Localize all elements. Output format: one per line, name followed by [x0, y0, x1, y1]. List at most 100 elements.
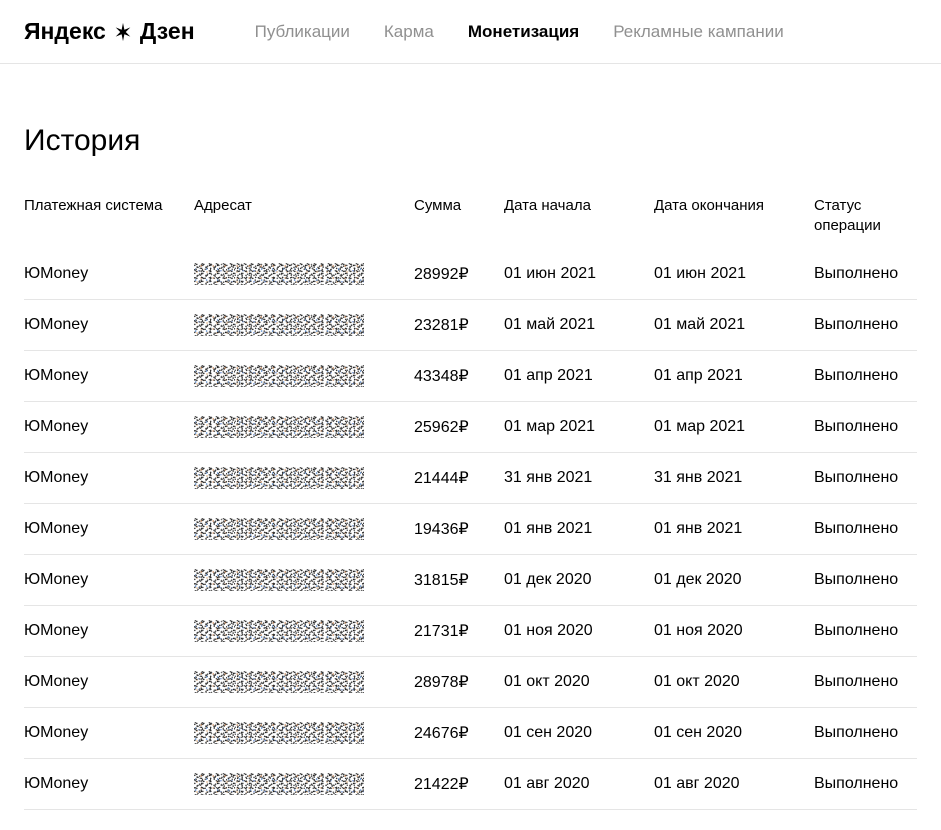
cell-start-date: 31 янв 2021 — [504, 453, 654, 504]
cell-end-date: 01 ноя 2020 — [654, 606, 814, 657]
logo-suffix: Дзен — [140, 18, 195, 45]
nav-item-monetization[interactable]: Монетизация — [468, 22, 579, 42]
cell-payment-system: ЮMoney — [24, 402, 194, 453]
cell-end-date: 01 дек 2020 — [654, 555, 814, 606]
cell-recipient — [194, 555, 414, 606]
cell-amount: 25962₽ — [414, 402, 504, 453]
redacted-recipient — [194, 569, 364, 591]
cell-amount: 24676₽ — [414, 708, 504, 759]
nav-item-karma[interactable]: Карма — [384, 22, 434, 42]
content: История Платежная система Адресат Сумма … — [0, 64, 941, 830]
cell-status: Выполнено — [814, 708, 917, 759]
table-row: ЮMoney28978₽01 окт 202001 окт 2020Выполн… — [24, 657, 917, 708]
cell-start-date: 01 ноя 2020 — [504, 606, 654, 657]
cell-amount: 21422₽ — [414, 759, 504, 810]
cell-recipient — [194, 453, 414, 504]
cell-recipient — [194, 759, 414, 810]
redacted-recipient — [194, 467, 364, 489]
cell-status: Выполнено — [814, 402, 917, 453]
cell-start-date: 01 июн 2021 — [504, 249, 654, 300]
cell-status: Выполнено — [814, 759, 917, 810]
page-title: История — [24, 124, 917, 158]
nav-item-publications[interactable]: Публикации — [255, 22, 350, 42]
cell-payment-system: ЮMoney — [24, 606, 194, 657]
cell-payment-system: ЮMoney — [24, 504, 194, 555]
table-row: ЮMoney21731₽01 ноя 202001 ноя 2020Выполн… — [24, 606, 917, 657]
table-row: ЮMoney31815₽01 дек 202001 дек 2020Выполн… — [24, 555, 917, 606]
cell-start-date: 01 мар 2021 — [504, 402, 654, 453]
history-table: Платежная система Адресат Сумма Дата нач… — [24, 186, 917, 810]
col-header-start-date: Дата начала — [504, 186, 654, 249]
cell-recipient — [194, 504, 414, 555]
cell-end-date: 01 окт 2020 — [654, 657, 814, 708]
cell-payment-system: ЮMoney — [24, 453, 194, 504]
cell-payment-system: ЮMoney — [24, 351, 194, 402]
table-row: ЮMoney28992₽01 июн 202101 июн 2021Выполн… — [24, 249, 917, 300]
table-row: ЮMoney21422₽01 авг 202001 авг 2020Выполн… — [24, 759, 917, 810]
cell-status: Выполнено — [814, 249, 917, 300]
redacted-recipient — [194, 722, 364, 744]
cell-amount: 19436₽ — [414, 504, 504, 555]
table-row: ЮMoney25962₽01 мар 202101 мар 2021Выполн… — [24, 402, 917, 453]
cell-amount: 28978₽ — [414, 657, 504, 708]
cell-status: Выполнено — [814, 351, 917, 402]
redacted-recipient — [194, 620, 364, 642]
table-row: ЮMoney19436₽01 янв 202101 янв 2021Выполн… — [24, 504, 917, 555]
logo[interactable]: Яндекс Дзен — [24, 18, 195, 45]
cell-amount: 23281₽ — [414, 300, 504, 351]
cell-recipient — [194, 657, 414, 708]
cell-start-date: 01 май 2021 — [504, 300, 654, 351]
cell-end-date: 01 сен 2020 — [654, 708, 814, 759]
redacted-recipient — [194, 518, 364, 540]
cell-end-date: 01 авг 2020 — [654, 759, 814, 810]
col-header-payment-system: Платежная система — [24, 186, 194, 249]
cell-amount: 43348₽ — [414, 351, 504, 402]
cell-payment-system: ЮMoney — [24, 657, 194, 708]
cell-recipient — [194, 606, 414, 657]
cell-amount: 31815₽ — [414, 555, 504, 606]
cell-payment-system: ЮMoney — [24, 708, 194, 759]
cell-payment-system: ЮMoney — [24, 249, 194, 300]
cell-start-date: 01 янв 2021 — [504, 504, 654, 555]
redacted-recipient — [194, 416, 364, 438]
cell-status: Выполнено — [814, 606, 917, 657]
cell-status: Выполнено — [814, 555, 917, 606]
col-header-end-date: Дата окончания — [654, 186, 814, 249]
cell-payment-system: ЮMoney — [24, 300, 194, 351]
cell-status: Выполнено — [814, 453, 917, 504]
cell-payment-system: ЮMoney — [24, 759, 194, 810]
table-row: ЮMoney23281₽01 май 202101 май 2021Выполн… — [24, 300, 917, 351]
cell-status: Выполнено — [814, 504, 917, 555]
redacted-recipient — [194, 671, 364, 693]
cell-amount: 28992₽ — [414, 249, 504, 300]
cell-end-date: 01 июн 2021 — [654, 249, 814, 300]
cell-status: Выполнено — [814, 657, 917, 708]
logo-prefix: Яндекс — [24, 18, 106, 45]
cell-end-date: 01 мар 2021 — [654, 402, 814, 453]
redacted-recipient — [194, 365, 364, 387]
redacted-recipient — [194, 314, 364, 336]
table-header-row: Платежная система Адресат Сумма Дата нач… — [24, 186, 917, 249]
cell-recipient — [194, 351, 414, 402]
cell-recipient — [194, 708, 414, 759]
cell-recipient — [194, 300, 414, 351]
cell-amount: 21444₽ — [414, 453, 504, 504]
nav-item-ad-campaigns[interactable]: Рекламные кампании — [613, 22, 784, 42]
table-row: ЮMoney24676₽01 сен 202001 сен 2020Выполн… — [24, 708, 917, 759]
redacted-recipient — [194, 773, 364, 795]
logo-star-icon — [112, 21, 134, 43]
cell-end-date: 01 май 2021 — [654, 300, 814, 351]
cell-end-date: 01 апр 2021 — [654, 351, 814, 402]
col-header-amount: Сумма — [414, 186, 504, 249]
cell-recipient — [194, 402, 414, 453]
cell-recipient — [194, 249, 414, 300]
cell-start-date: 01 дек 2020 — [504, 555, 654, 606]
cell-start-date: 01 авг 2020 — [504, 759, 654, 810]
col-header-status: Статус операции — [814, 186, 917, 249]
redacted-recipient — [194, 263, 364, 285]
table-row: ЮMoney43348₽01 апр 202101 апр 2021Выполн… — [24, 351, 917, 402]
cell-amount: 21731₽ — [414, 606, 504, 657]
table-row: ЮMoney21444₽31 янв 202131 янв 2021Выполн… — [24, 453, 917, 504]
cell-end-date: 31 янв 2021 — [654, 453, 814, 504]
cell-status: Выполнено — [814, 300, 917, 351]
